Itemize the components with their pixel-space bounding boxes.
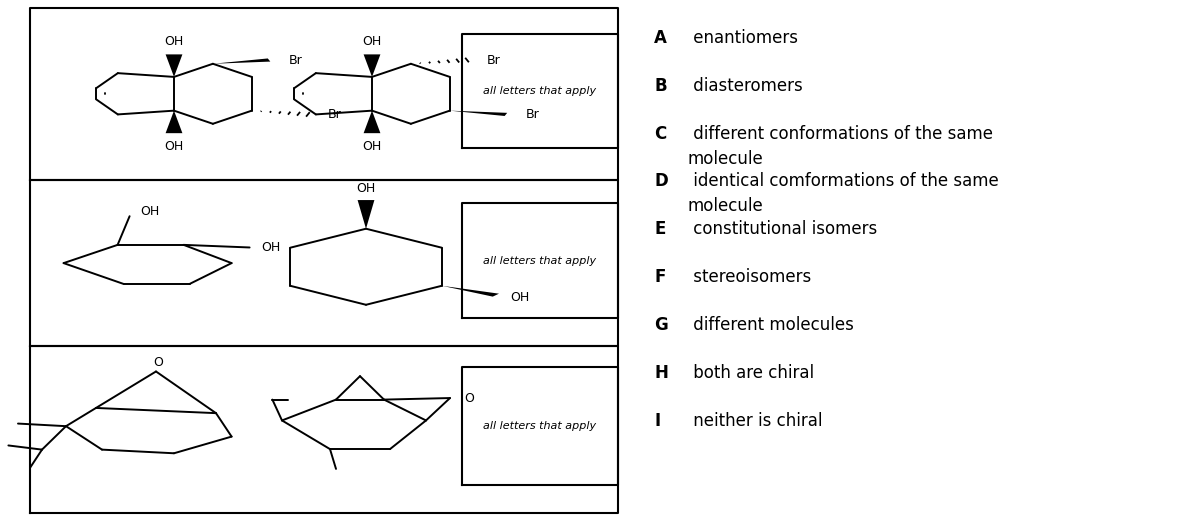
Text: A: A [654,29,667,47]
Text: OH: OH [140,205,160,217]
Text: B: B [654,77,667,95]
Text: all letters that apply: all letters that apply [484,86,596,96]
Text: both are chiral: both are chiral [688,364,814,382]
Text: OH: OH [164,35,184,48]
Text: OH: OH [362,140,382,153]
Text: Br: Br [526,108,539,121]
Polygon shape [364,54,380,77]
Text: enantiomers: enantiomers [688,29,798,47]
Text: O: O [154,356,163,368]
Text: identical comformations of the same: identical comformations of the same [688,172,998,191]
Text: different conformations of the same: different conformations of the same [688,125,992,143]
Text: OH: OH [362,35,382,48]
Text: C: C [654,125,666,143]
Polygon shape [212,58,270,64]
Text: O: O [464,392,474,404]
Text: molecule: molecule [688,197,763,216]
Text: OH: OH [356,182,376,195]
Text: H: H [654,364,668,382]
Text: D: D [654,172,667,191]
Text: Br: Br [328,108,341,121]
Text: Br: Br [486,54,500,67]
Polygon shape [166,54,182,77]
Text: constitutional isomers: constitutional isomers [688,220,877,239]
Polygon shape [358,200,374,229]
Polygon shape [166,110,182,133]
Text: all letters that apply: all letters that apply [484,255,596,266]
Polygon shape [450,110,508,116]
Text: molecule: molecule [688,150,763,168]
Text: neither is chiral: neither is chiral [688,412,822,430]
Text: I: I [654,412,660,430]
Polygon shape [364,110,380,133]
Text: G: G [654,316,667,334]
Text: all letters that apply: all letters that apply [484,421,596,431]
Text: OH: OH [510,291,529,304]
Text: OH: OH [164,140,184,153]
Polygon shape [442,286,499,296]
Text: stereoisomers: stereoisomers [688,268,811,287]
Text: E: E [654,220,665,239]
Text: F: F [654,268,665,287]
Text: OH: OH [262,241,281,254]
Text: different molecules: different molecules [688,316,853,334]
Text: diasteromers: diasteromers [688,77,803,95]
Text: Br: Br [288,54,302,67]
